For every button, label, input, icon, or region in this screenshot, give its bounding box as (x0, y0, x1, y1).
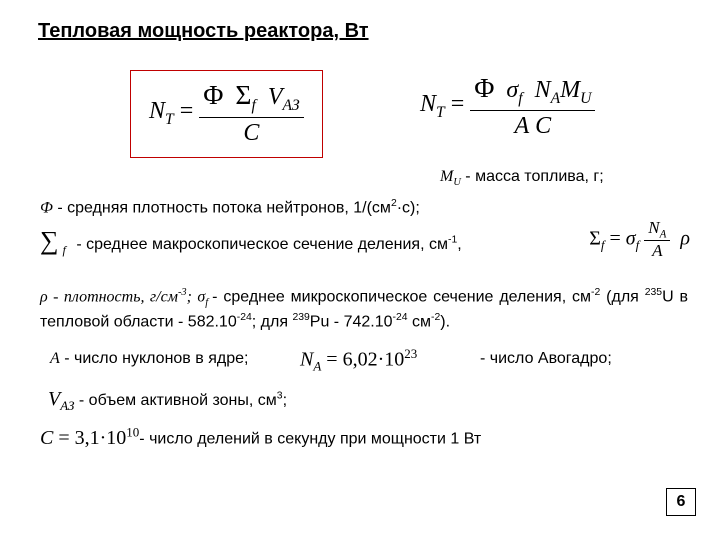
volume-definition: VАЗ - объем активной зоны, см3; (48, 388, 287, 414)
rho-sigma-paragraph: ρ - плотность, г/см-3; σf - среднее микр… (40, 286, 688, 332)
formula-nt-expanded: NT = Φ σf NAMU A C (420, 72, 595, 140)
page-title: Тепловая мощность реактора, Вт (38, 20, 369, 43)
a-definition: A - число нуклонов в ядре; (50, 350, 248, 368)
main-formula-box: NT = Φ Σf VАЗ C (130, 70, 323, 158)
phi-definition: Ф - средняя плотность потока нейтронов, … (40, 198, 420, 217)
c-definition: C = 3,1·1010- число делений в секунду пр… (40, 424, 481, 450)
avogadro-value: NA = 6,02·1023 (300, 346, 417, 375)
sigma-macro-formula: Σf = σf NA A ρ (589, 218, 690, 261)
page-number: 6 (666, 488, 696, 516)
sigma-macro-symbol: ∑f (40, 226, 59, 256)
avogadro-label: - число Авогадро; (480, 350, 612, 368)
formula-nt-boxed: NT = Φ Σf VАЗ C (149, 98, 304, 124)
mu-definition: MU - масса топлива, г; (440, 168, 604, 188)
sigma-macro-definition: ∑f - среднее макроскопическое сечение де… (40, 226, 700, 256)
